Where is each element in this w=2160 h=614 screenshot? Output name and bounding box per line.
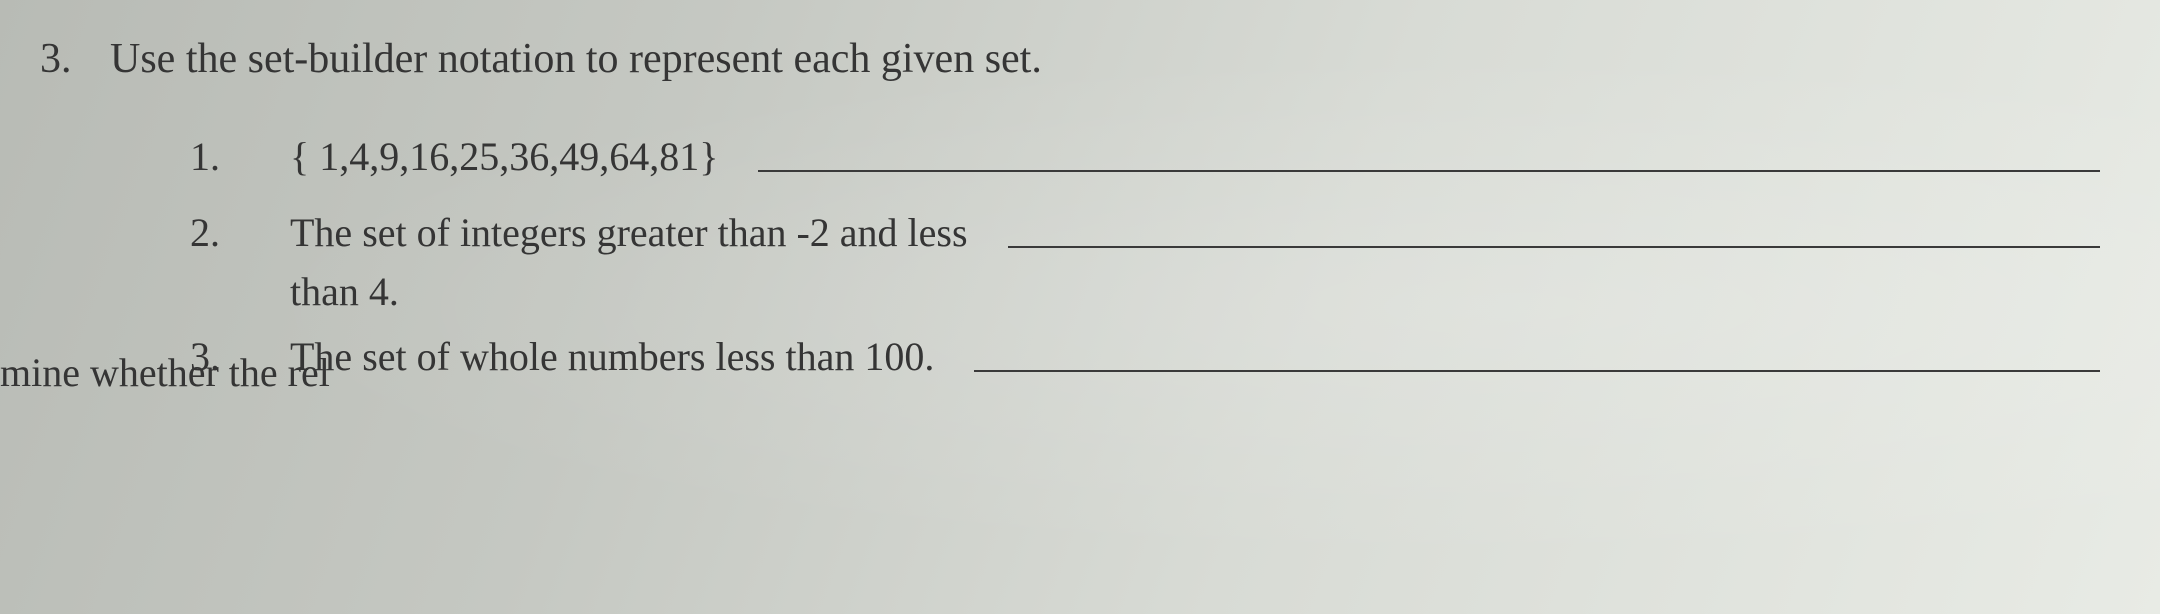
sub-item-text: The set of whole numbers less than 100. [290, 333, 934, 380]
sub-item-text-line2: than 4. [290, 268, 2100, 315]
sub-item-number: 2. [190, 209, 290, 256]
sub-item-1: 1. { 1,4,9,16,25,36,49,64,81} [190, 133, 2100, 191]
answer-blank [1008, 246, 2100, 248]
cutoff-text: mine whether the rel [0, 349, 330, 396]
sub-item-text: { 1,4,9,16,25,36,49,64,81} [290, 133, 718, 180]
sub-items-list: 1. { 1,4,9,16,25,36,49,64,81} 2. The set… [40, 133, 2100, 391]
sub-item-number: 1. [190, 133, 290, 180]
sub-item-content: The set of whole numbers less than 100. [290, 333, 2100, 380]
answer-blank [974, 370, 2100, 372]
worksheet-page: 3. Use the set-builder notation to repre… [0, 0, 2160, 391]
sub-item-3: 3. The set of whole numbers less than 10… [190, 333, 2100, 391]
sub-item-text-line1: The set of integers greater than -2 and … [290, 209, 968, 256]
answer-blank [758, 170, 2100, 172]
sub-item-content: The set of integers greater than -2 and … [290, 209, 2100, 315]
sub-item-2: 2. The set of integers greater than -2 a… [190, 209, 2100, 315]
main-question: 3. Use the set-builder notation to repre… [40, 35, 2100, 83]
question-number: 3. [40, 35, 110, 83]
question-text: Use the set-builder notation to represen… [110, 35, 1042, 83]
sub-item-content: { 1,4,9,16,25,36,49,64,81} [290, 133, 2100, 180]
